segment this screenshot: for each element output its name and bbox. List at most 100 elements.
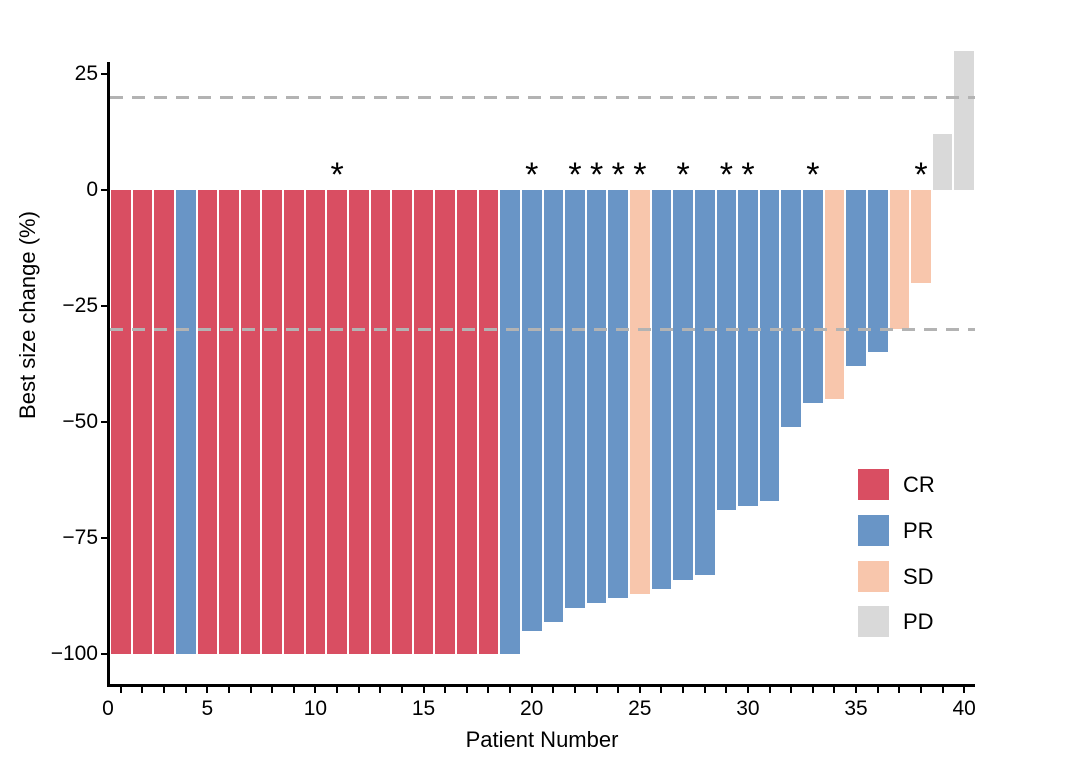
x-tick-1 (119, 687, 122, 693)
bar-patient-29 (716, 190, 737, 511)
bar-patient-27 (673, 190, 693, 580)
x-tick-4 (184, 687, 187, 693)
asterisk-patient-29: * (719, 156, 733, 194)
x-tick-26 (660, 687, 663, 693)
bar-patient-28 (694, 190, 715, 576)
x-tick-33 (811, 687, 814, 693)
bar-patient-14 (392, 190, 412, 654)
y-tick--50 (101, 421, 107, 423)
asterisk-patient-38: * (914, 156, 928, 194)
x-tick-19 (509, 687, 512, 693)
y-tick-label-0: 0 (86, 178, 98, 201)
x-tick-8 (271, 687, 274, 693)
x-tick-30 (746, 687, 749, 693)
x-tick-16 (444, 687, 447, 693)
bar-patient-16 (435, 190, 455, 654)
x-tick-38 (919, 687, 922, 693)
legend-row-PR: PR (858, 514, 978, 547)
x-tick-32 (790, 687, 793, 693)
x-tick-label-40: 40 (952, 697, 976, 720)
bar-patient-19 (500, 190, 520, 654)
ref-line-upper-threshold (110, 95, 975, 99)
bar-patient-30 (738, 190, 758, 506)
bar-patient-17 (457, 190, 477, 654)
x-tick-28 (703, 687, 706, 693)
y-axis-title: Best size change (%) (15, 211, 40, 419)
x-tick-5 (206, 687, 209, 693)
x-tick-36 (876, 687, 879, 693)
ref-line-lower-threshold (110, 327, 975, 331)
legend-row-CR: CR (858, 469, 978, 501)
bar-patient-32 (781, 190, 801, 427)
x-tick-14 (400, 687, 403, 693)
x-tick-35 (855, 687, 858, 693)
y-tick-0 (101, 189, 107, 191)
legend-label-CR: CR (903, 472, 935, 497)
bar-patient-21 (543, 190, 564, 622)
bar-patient-22 (565, 190, 585, 608)
bar-patient-11 (327, 190, 347, 654)
asterisk-patient-30: * (741, 156, 755, 194)
y-tick-label--25: −25 (62, 294, 98, 317)
x-tick-18 (487, 687, 490, 693)
x-tick-label-5: 5 (201, 697, 214, 720)
bar-patient-38 (911, 190, 931, 283)
bar-patient-6 (219, 190, 239, 654)
bar-patient-34 (824, 190, 845, 399)
x-tick-9 (292, 687, 295, 693)
x-tick-6 (227, 687, 230, 693)
x-tick-29 (725, 687, 728, 693)
x-tick-label-10: 10 (303, 697, 328, 720)
bar-patient-12 (348, 190, 369, 654)
x-tick-17 (465, 687, 468, 693)
x-tick-39 (941, 687, 944, 693)
x-axis-line (107, 684, 975, 687)
bar-patient-2 (132, 190, 153, 654)
x-tick-2 (141, 687, 144, 693)
bar-patient-7 (240, 190, 261, 654)
bar-patient-10 (305, 190, 326, 654)
x-tick-21 (552, 687, 555, 693)
x-tick-label-35: 35 (844, 697, 868, 720)
x-tick-7 (249, 687, 252, 693)
y-tick--25 (101, 305, 107, 307)
x-tick-20 (530, 687, 533, 693)
legend-label-PD: PD (903, 609, 934, 635)
x-tick-23 (595, 687, 598, 693)
bar-patient-31 (759, 190, 780, 501)
legend-row-PD: PD (858, 606, 978, 638)
bar-patient-26 (651, 190, 672, 590)
legend-swatch-PR (858, 514, 889, 546)
x-tick-11 (336, 687, 339, 693)
x-tick-12 (357, 687, 360, 693)
legend-row-SD: SD (858, 560, 978, 593)
bar-patient-25 (630, 190, 650, 594)
y-tick-25 (101, 73, 107, 75)
x-tick-label-30: 30 (736, 697, 760, 720)
x-tick-label-0: 0 (102, 697, 114, 720)
y-tick-label-25: 25 (74, 62, 98, 85)
legend-swatch-CR (858, 469, 889, 500)
x-tick-label-15: 15 (411, 697, 436, 720)
bar-patient-39 (932, 134, 953, 190)
bar-patient-35 (846, 190, 866, 367)
bar-patient-3 (154, 190, 174, 654)
bar-patient-20 (521, 190, 542, 631)
bar-patient-36 (867, 190, 888, 353)
x-tick-label-25: 25 (628, 697, 652, 720)
asterisk-patient-20: * (525, 156, 539, 194)
asterisk-patient-22: * (568, 156, 582, 194)
asterisk-patient-23: * (589, 156, 604, 194)
asterisk-patient-33: * (806, 156, 820, 194)
bar-patient-13 (370, 190, 391, 654)
bar-patient-23 (586, 190, 607, 603)
asterisk-patient-27: * (676, 156, 690, 194)
x-tick-22 (573, 687, 576, 693)
y-tick--100 (101, 653, 107, 655)
legend-swatch-PD (858, 606, 889, 638)
x-tick-27 (682, 687, 685, 693)
asterisk-patient-25: * (633, 156, 647, 194)
bar-patient-1 (111, 190, 131, 654)
bar-patient-33 (803, 190, 823, 404)
